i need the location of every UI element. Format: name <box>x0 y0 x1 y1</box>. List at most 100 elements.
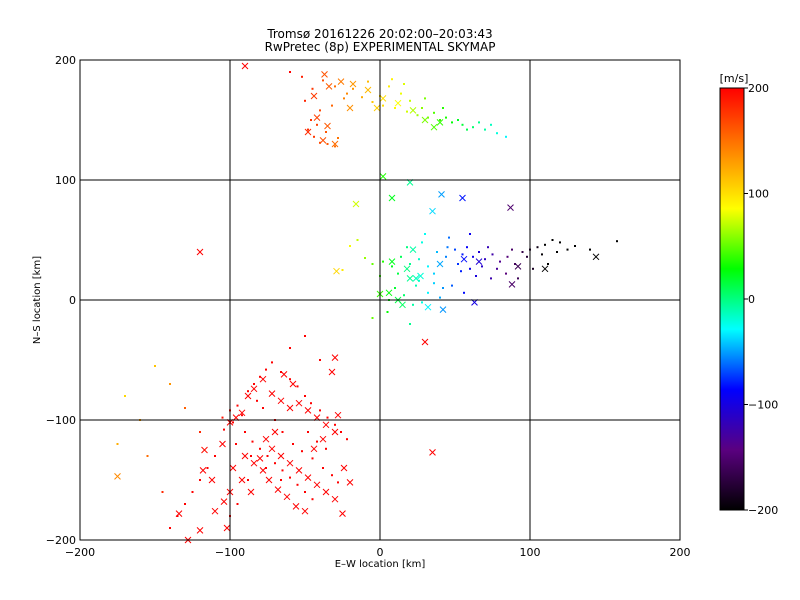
scatter-point-dot <box>505 272 507 275</box>
scatter-point-dot <box>466 246 468 249</box>
scatter-point-dot <box>371 263 374 265</box>
scatter-point-dot <box>397 272 399 275</box>
scatter-point-dot <box>475 275 477 277</box>
scatter-point-dot <box>296 483 299 486</box>
scatter-point-dot <box>511 248 513 251</box>
scatter-point-dot <box>289 347 291 349</box>
chart-title: Tromsø 20161226 20:02:00–20:03:43 <box>266 27 492 41</box>
scatter-point-dot <box>409 99 411 102</box>
scatter-point-dot <box>340 431 342 433</box>
scatter-point-dot <box>463 291 465 294</box>
scatter-point-dot <box>469 233 471 235</box>
scatter-point-cross <box>268 390 276 397</box>
scatter-point-cross <box>259 375 267 383</box>
scatter-point-dot <box>490 123 492 126</box>
scatter-point-cross <box>394 99 402 107</box>
scatter-point-dot <box>271 361 273 364</box>
scatter-point-dot <box>326 143 329 145</box>
scatter-point-cross <box>364 86 372 94</box>
scatter-point-cross <box>334 411 342 419</box>
scatter-point-cross <box>262 435 270 443</box>
scatter-point-dot <box>406 246 408 249</box>
scatter-point-dot <box>325 131 327 133</box>
scatter-point-dot <box>472 126 474 129</box>
scatter-point-dot <box>313 135 315 138</box>
scatter-point-dot <box>490 277 492 280</box>
scatter-point-dot <box>341 269 344 271</box>
scatter-point-cross <box>508 281 516 288</box>
scatter-point-cross <box>310 445 318 453</box>
scatter-point-cross <box>301 507 309 515</box>
scatter-point-cross <box>286 459 294 467</box>
scatter-point-dot <box>301 450 303 453</box>
scatter-point-dot <box>311 87 314 90</box>
scatter-point-cross <box>247 488 255 496</box>
scatter-point-dot <box>559 241 561 244</box>
scatter-point-cross <box>313 114 321 121</box>
scatter-point-cross <box>388 258 396 265</box>
scatter-point-dot <box>214 455 216 457</box>
scatter-point-cross <box>385 289 393 297</box>
scatter-point-dot <box>247 479 249 481</box>
scatter-point-dot <box>469 267 471 270</box>
scatter-point-dot <box>544 243 546 246</box>
scatter-point-dot <box>146 455 149 457</box>
scatter-point-dot <box>472 255 474 258</box>
scatter-point-dot <box>536 246 539 249</box>
scatter-point-dot <box>304 99 306 102</box>
scatter-point-dot <box>454 248 456 251</box>
scatter-point-dot <box>517 277 519 280</box>
scatter-point-dot <box>439 119 441 121</box>
scatter-point-dot <box>506 255 509 258</box>
scatter-point-cross <box>379 95 387 102</box>
scatter-point-cross <box>459 194 466 202</box>
scatter-point-cross <box>304 128 312 136</box>
scatter-point-cross <box>373 104 381 112</box>
scatter-point-dot <box>337 137 339 139</box>
scatter-point-cross <box>283 493 291 501</box>
scatter-point-dot <box>461 253 464 256</box>
scatter-point-dot <box>460 270 462 273</box>
scatter-point-cross <box>331 354 339 361</box>
scatter-point-dot <box>296 385 299 388</box>
y-tick-label: 0 <box>69 294 76 307</box>
scatter-point-dot <box>253 383 255 385</box>
scatter-point-dot <box>416 114 419 117</box>
scatter-point-dot <box>281 469 284 472</box>
scatter-point-dot <box>169 383 171 385</box>
scatter-point-cross <box>277 397 285 405</box>
scatter-point-dot <box>442 287 444 289</box>
scatter-point-cross <box>436 119 444 126</box>
scatter-point-dot <box>566 248 569 251</box>
scatter-point-cross <box>333 267 340 275</box>
scatter-point-cross <box>412 275 420 282</box>
scatter-point-cross <box>319 137 327 144</box>
scatter-point-dot <box>199 431 201 433</box>
scatter-point-dot <box>400 92 402 95</box>
scatter-point-dot <box>451 121 453 124</box>
scatter-point-cross <box>277 452 285 460</box>
x-tick-label: −200 <box>65 546 95 559</box>
colorbar: [m/s] −200 −100 0 100 200 <box>719 72 778 517</box>
scatter-point-cross <box>292 503 300 510</box>
scatter-point-cross <box>507 204 514 211</box>
scatter-point-cross <box>223 524 231 532</box>
scatter-layer <box>114 62 618 544</box>
y-tick-label: 200 <box>55 54 76 67</box>
scatter-point-dot <box>589 248 591 251</box>
scatter-point-cross <box>114 473 121 480</box>
scatter-point-dot <box>247 390 249 393</box>
scatter-point-dot <box>292 443 294 445</box>
scatter-point-dot <box>424 233 426 235</box>
scatter-point-cross <box>438 191 445 198</box>
scatter-point-dot <box>289 476 291 479</box>
x-axis-label: E–W location [km] <box>335 559 426 570</box>
y-tick-label: −100 <box>46 414 76 427</box>
scatter-point-dot <box>412 303 414 306</box>
scatter-point-cross <box>514 263 522 270</box>
scatter-point-dot <box>388 85 390 88</box>
scatter-point-dot <box>394 107 396 109</box>
colorbar-tick-label: −200 <box>748 504 778 517</box>
scatter-point-dot <box>349 245 351 247</box>
grid-lines <box>80 60 680 540</box>
